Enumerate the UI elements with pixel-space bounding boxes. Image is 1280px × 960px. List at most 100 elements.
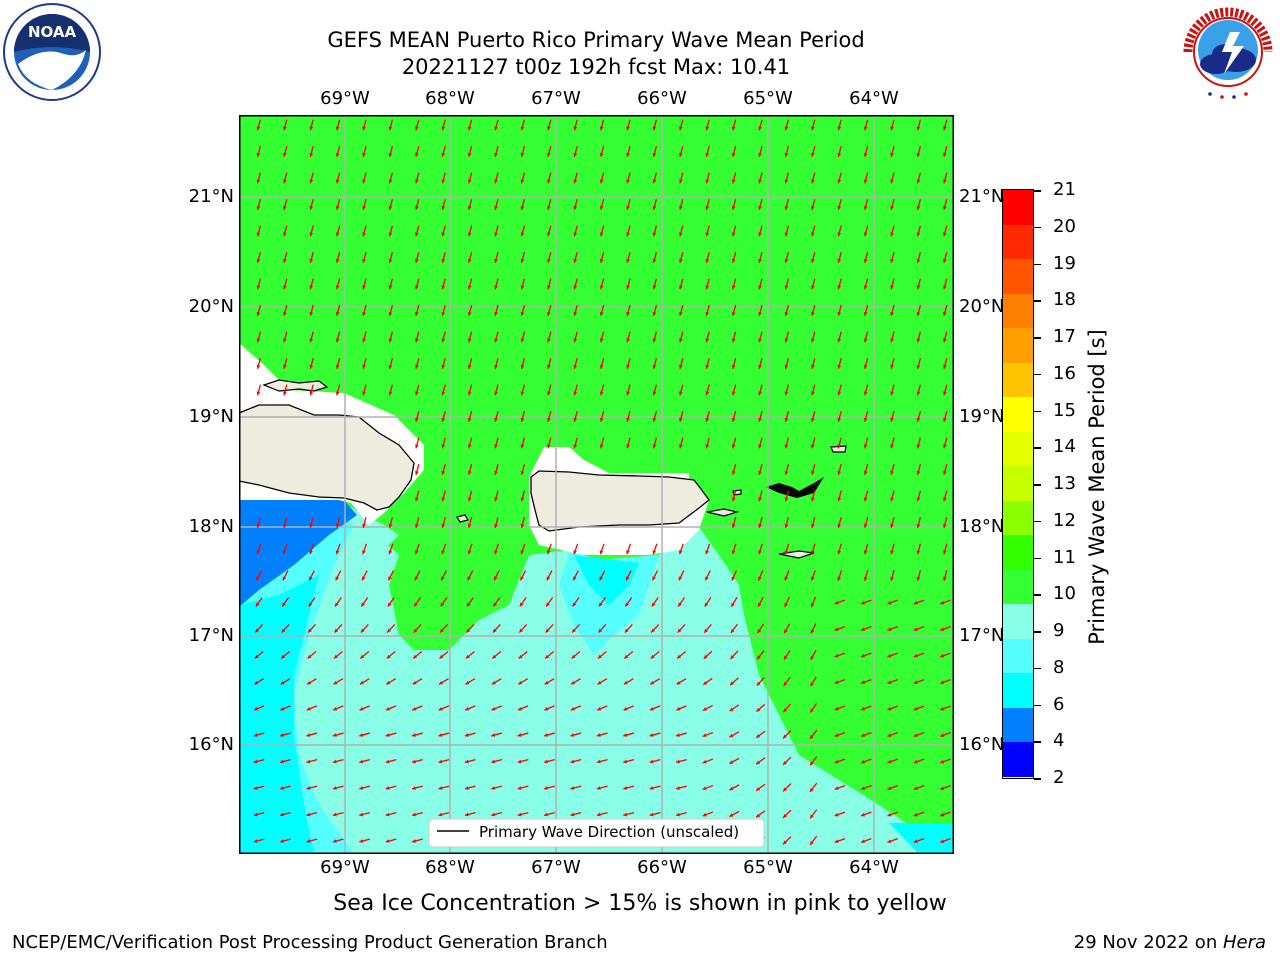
wave-arrow-head — [811, 523, 815, 528]
wave-arrow-head — [623, 786, 628, 790]
colorbar-band — [1003, 190, 1033, 226]
wave-arrow-head — [308, 602, 313, 607]
colorbar-band — [1003, 293, 1033, 329]
wave-arrow-head — [438, 733, 443, 737]
wave-arrow-head — [940, 786, 945, 790]
wave-arrow-head — [335, 576, 339, 581]
wave-arrow-head — [256, 523, 261, 528]
wave-arrow-head — [283, 258, 287, 263]
wave-arrow-head — [652, 232, 657, 237]
wave-arrow-head — [359, 786, 364, 790]
wave-arrow-head — [544, 759, 548, 764]
wave-arrow-head — [547, 444, 551, 449]
wave-arrow-head — [679, 152, 683, 157]
noaa-logo: NOAA — [3, 3, 101, 101]
wave-arrow-head — [283, 179, 287, 184]
wave-arrow-head — [467, 470, 472, 475]
wave-arrow-head — [702, 707, 707, 711]
wave-arrow-head — [758, 364, 762, 369]
wave-arrow-head — [705, 205, 710, 210]
wave-arrow-head — [837, 576, 842, 581]
wave-arrow-head — [890, 470, 894, 475]
wave-arrow-head — [597, 654, 602, 659]
wave-arrow-head — [626, 391, 630, 396]
wave-arrow-head — [359, 812, 364, 817]
wave-arrow-head — [415, 497, 419, 502]
wave-arrow-head — [837, 338, 842, 343]
wave-arrow-head — [597, 707, 602, 711]
wave-arrow-head — [441, 576, 445, 581]
colorbar-tick-label: 21 — [1053, 179, 1076, 200]
wave-arrow-head — [943, 417, 947, 422]
lat-label-right: 20°N — [959, 296, 1005, 317]
wave-arrow-head — [494, 258, 498, 263]
wave-arrow-head — [784, 550, 789, 555]
wave-arrow-head — [283, 311, 287, 316]
wave-arrow-head — [280, 786, 284, 790]
wave-arrow-head — [599, 550, 604, 555]
wave-arrow-head — [784, 576, 789, 581]
wave-arrow-head — [837, 232, 842, 237]
wave-arrow-head — [758, 179, 762, 184]
wave-arrow-head — [916, 179, 921, 184]
wave-arrow-head — [916, 205, 921, 210]
wave-arrow-head — [256, 364, 261, 369]
wave-arrow-head — [834, 680, 839, 684]
wave-arrow-head — [547, 391, 551, 396]
wave-arrow-head — [441, 152, 446, 157]
wave-arrow-head — [517, 812, 522, 817]
wave-arrow-head — [784, 497, 789, 502]
wave-arrow-head — [943, 576, 947, 581]
wave-arrow-head — [861, 600, 865, 605]
wave-arrow-head — [730, 628, 735, 633]
wave-arrow-head — [306, 707, 311, 711]
wave-arrow-head — [913, 680, 918, 684]
wave-arrow-head — [491, 786, 496, 790]
wave-arrow-head — [547, 417, 551, 422]
wave-arrow-head — [520, 311, 525, 316]
anguilla-island — [830, 445, 847, 453]
wave-arrow-head — [731, 152, 736, 157]
wave-arrow-head — [547, 205, 551, 210]
wave-arrow-head — [441, 444, 446, 449]
wave-arrow-head — [784, 338, 789, 343]
wave-arrow-head — [916, 232, 921, 237]
wave-arrow-head — [517, 786, 522, 790]
wave-arrow-head — [494, 391, 498, 396]
wave-arrow-head — [544, 786, 548, 790]
wave-arrow-head — [810, 576, 815, 581]
colorbar-tick-mark — [1034, 631, 1041, 633]
wave-arrow-head — [388, 311, 393, 316]
wave-arrow-head — [335, 285, 340, 290]
colorbar-tick-label: 4 — [1053, 730, 1065, 752]
lon-label-top: 65°W — [743, 88, 793, 109]
wave-arrow-head — [309, 391, 314, 396]
wave-arrow-head — [863, 444, 868, 449]
wave-arrow-head — [517, 707, 522, 711]
wave-arrow-head — [520, 497, 525, 502]
wave-arrow-head — [916, 550, 921, 555]
wave-arrow-head — [890, 444, 894, 449]
wave-arrow-head — [441, 550, 445, 555]
wave-arrow-head — [913, 839, 918, 843]
colorbar-tick-mark — [1034, 520, 1041, 523]
colorbar-tick-mark — [1034, 704, 1041, 706]
wave-arrow-head — [464, 759, 469, 764]
wave-direction-arrows — [253, 119, 951, 846]
wave-arrow-head — [545, 628, 550, 633]
wave-arrow-head — [678, 602, 682, 607]
wave-arrow-head — [464, 786, 469, 790]
wave-arrow-head — [863, 232, 868, 237]
wave-arrow-head — [413, 628, 418, 633]
colorbar-tick-mark — [1034, 190, 1041, 192]
wave-arrow-head — [861, 706, 865, 711]
wave-arrow-head — [283, 338, 287, 343]
chart-title: GEFS MEAN Puerto Rico Primary Wave Mean … — [327, 28, 865, 52]
wave-arrow-head — [810, 629, 815, 634]
wave-arrow-head — [863, 338, 868, 343]
wave-arrow-head — [467, 311, 472, 316]
colorbar-band — [1003, 431, 1033, 467]
wave-arrow-head — [464, 733, 469, 737]
wave-arrow-head — [863, 152, 868, 157]
wave-arrow-head — [649, 759, 654, 764]
